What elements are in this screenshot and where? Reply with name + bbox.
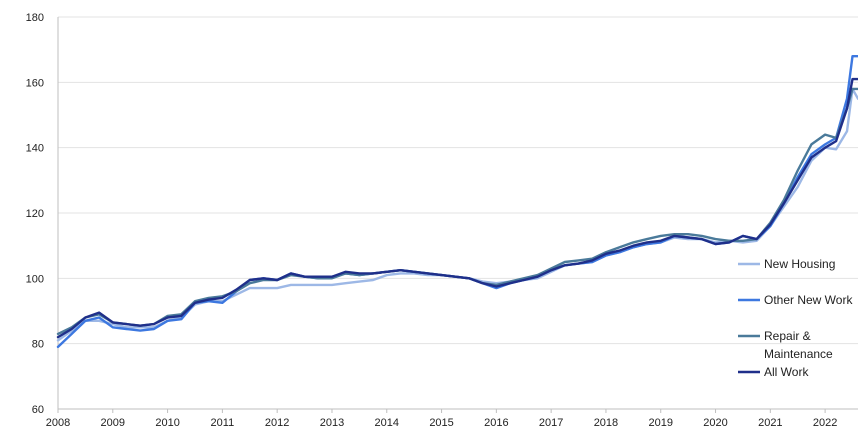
series-line-1: [56, 55, 858, 349]
axes: [57, 17, 858, 410]
legend-label: Other New Work: [764, 293, 853, 307]
x-tick-label: 2016: [484, 417, 508, 429]
legend-item: New Housing: [738, 257, 835, 271]
x-tick-label: 2020: [703, 417, 727, 429]
y-tick-label: 160: [26, 77, 44, 89]
y-tick-label: 80: [32, 339, 44, 351]
x-axis-ticks: 2008 2009 2010 2011 2012 2013 2014 2015 2016 2017…: [46, 409, 837, 429]
x-tick-label: 2019: [648, 417, 672, 429]
y-tick-label: 180: [26, 12, 44, 24]
series-line-2: [56, 87, 858, 336]
y-tick-label: 60: [32, 404, 44, 416]
series-line-3: [56, 77, 858, 339]
x-tick-label: 2013: [320, 417, 344, 429]
legend-item: Repair & Maintenance: [738, 329, 833, 361]
y-axis-ticks: 60 80 100 120 140 160 180: [26, 12, 44, 416]
x-tick-label: 2018: [594, 417, 618, 429]
x-tick-label: 2010: [155, 417, 179, 429]
y-tick-label: 120: [26, 208, 44, 220]
legend-item: All Work: [738, 365, 809, 379]
y-tick-label: 140: [26, 143, 44, 155]
x-tick-label: 2008: [46, 417, 70, 429]
y-tick-label: 100: [26, 273, 44, 285]
x-tick-label: 2017: [539, 417, 563, 429]
series-lines: [56, 55, 858, 349]
legend-label: New Housing: [764, 257, 835, 271]
x-tick-label: 2014: [375, 417, 399, 429]
x-tick-label: 2021: [758, 417, 782, 429]
x-tick-label: 2011: [211, 417, 235, 429]
legend-label: Repair & Maintenance: [764, 329, 833, 361]
legend-item: Other New Work: [738, 293, 853, 307]
series-line-0: [56, 87, 858, 342]
gridlines: [58, 16, 858, 345]
x-tick-label: 2012: [265, 417, 289, 429]
x-tick-label: 2009: [101, 417, 125, 429]
legend-label: All Work: [764, 365, 809, 379]
x-tick-label: 2022: [813, 417, 837, 429]
x-tick-label: 2015: [429, 417, 453, 429]
legend: New Housing Other New Work Repair & Mainten…: [738, 257, 853, 379]
